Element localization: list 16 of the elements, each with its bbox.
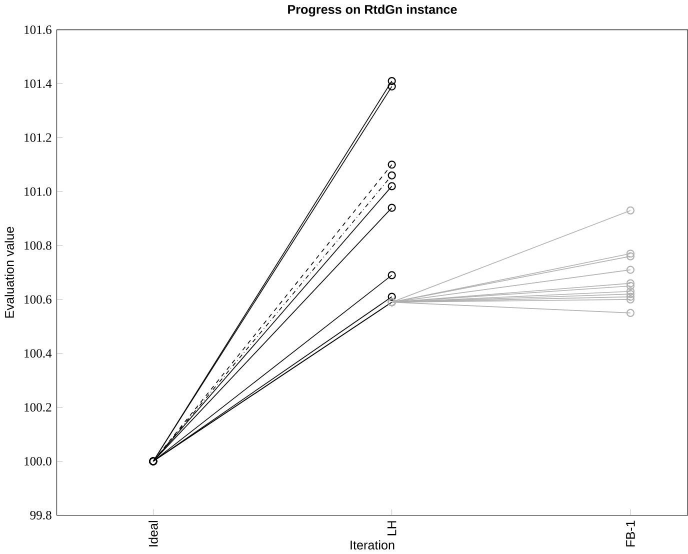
x-tick-label: LH	[387, 521, 396, 536]
y-tick-label: 100.2	[24, 402, 52, 412]
y-tick-label: 101.6	[24, 25, 52, 34]
x-tick-label: Ideal	[148, 520, 158, 546]
y-tick-label: 101.2	[24, 133, 52, 142]
y-axis-title: Evaluation value	[4, 226, 14, 318]
y-tick-label: 100.0	[24, 456, 52, 466]
x-tick-label: FB-1	[626, 520, 635, 546]
y-tick-label: 101.0	[24, 187, 52, 196]
y-tick-label: 99.8	[30, 510, 52, 520]
y-tick-label: 100.6	[24, 295, 52, 304]
x-axis-title: Iteration	[350, 540, 394, 550]
y-tick-label: 101.4	[24, 79, 52, 88]
chart-title: Progress on RtdGn instance	[288, 4, 457, 16]
y-tick-label: 100.4	[24, 349, 52, 358]
y-tick-label: 100.8	[24, 241, 52, 250]
